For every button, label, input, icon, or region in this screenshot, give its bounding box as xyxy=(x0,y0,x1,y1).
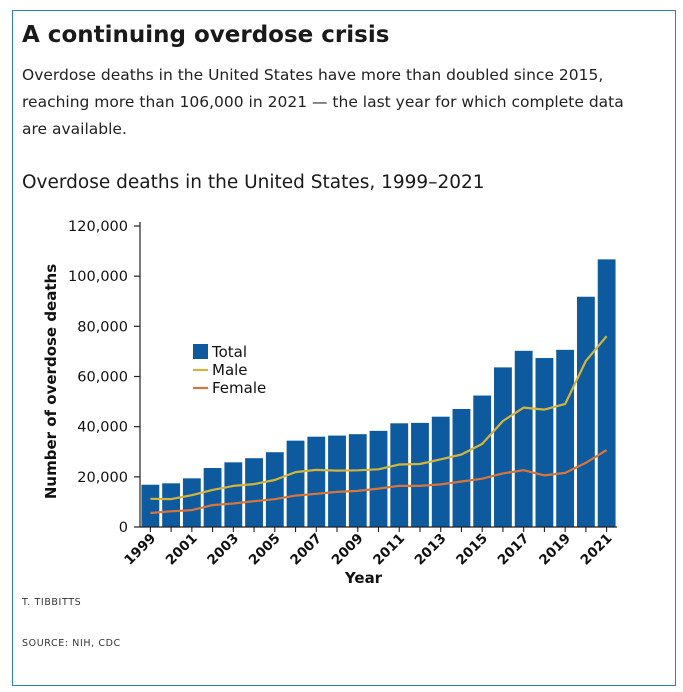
bar-total-2012 xyxy=(411,422,429,527)
bar-total-2016 xyxy=(494,367,512,527)
x-tick-label: 2009 xyxy=(329,531,367,569)
bar-total-2004 xyxy=(245,458,263,527)
x-tick-label: 2011 xyxy=(370,531,408,569)
source-credit: SOURCE: NIH, CDC xyxy=(22,638,121,649)
legend-label-female: Female xyxy=(212,379,266,397)
x-tick-label: 2003 xyxy=(204,531,242,569)
x-tick-label: 2013 xyxy=(412,531,450,569)
legend-swatch-total xyxy=(193,344,208,359)
y-tick-label: 20,000 xyxy=(77,470,128,486)
x-tick-label: 1999 xyxy=(121,531,159,569)
figure-title: A continuing overdose crisis xyxy=(22,22,390,48)
x-tick-label: 2019 xyxy=(536,531,574,569)
y-tick-label: 0 xyxy=(119,520,128,536)
y-tick-label: 80,000 xyxy=(77,319,128,335)
bar-total-1999 xyxy=(141,484,160,527)
legend-label-male: Male xyxy=(212,361,248,379)
legend-label-total: Total xyxy=(211,343,247,361)
bar-total-2005 xyxy=(265,452,284,527)
chart-title: Overdose deaths in the United States, 19… xyxy=(22,172,485,193)
x-tick-label: 2021 xyxy=(578,531,616,569)
author-credit: T. TIBBITTS xyxy=(22,597,82,608)
bar-total-2020 xyxy=(576,296,595,527)
bar-total-2002 xyxy=(203,468,222,527)
x-tick-label: 2005 xyxy=(246,531,284,569)
y-tick-label: 40,000 xyxy=(77,420,128,436)
y-tick-label: 100,000 xyxy=(68,269,128,285)
bar-total-2003 xyxy=(224,462,243,527)
figure-subtitle: Overdose deaths in the United States hav… xyxy=(22,66,624,138)
y-axis-title: Number of overdose deaths xyxy=(42,264,60,499)
line-female xyxy=(150,449,608,515)
bar-total-2009 xyxy=(348,434,367,527)
bar-total-2017 xyxy=(514,350,533,527)
bar-total-2008 xyxy=(328,435,346,527)
x-tick-label: 2007 xyxy=(287,531,325,569)
figure-card xyxy=(12,10,676,686)
bar-total-2013 xyxy=(431,416,450,527)
y-tick-label: 60,000 xyxy=(77,370,128,386)
bar-total-2018 xyxy=(535,358,554,527)
bar-total-2014 xyxy=(452,408,471,527)
x-tick-label: 2015 xyxy=(453,531,491,569)
bar-total-2021 xyxy=(597,259,616,527)
bar-total-2015 xyxy=(473,395,492,527)
bar-total-2001 xyxy=(182,478,201,527)
bar-total-2000 xyxy=(162,483,181,527)
x-tick-label: 2017 xyxy=(495,531,533,569)
bar-total-2010 xyxy=(369,430,388,527)
bar-total-2011 xyxy=(390,423,409,527)
bar-total-2006 xyxy=(286,440,305,527)
y-tick-label: 120,000 xyxy=(68,219,128,235)
line-male xyxy=(150,335,608,501)
bar-total-2007 xyxy=(307,436,326,527)
x-axis-title: Year xyxy=(344,569,383,587)
x-tick-label: 2001 xyxy=(163,531,201,569)
bar-total-2019 xyxy=(556,349,575,527)
